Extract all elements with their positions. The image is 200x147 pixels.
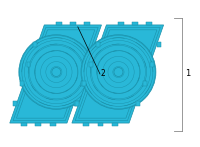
Polygon shape	[143, 81, 147, 86]
Polygon shape	[146, 22, 152, 25]
Circle shape	[81, 35, 156, 109]
Polygon shape	[74, 101, 78, 106]
Polygon shape	[82, 81, 86, 86]
Polygon shape	[21, 123, 27, 126]
Circle shape	[52, 68, 61, 76]
Polygon shape	[50, 123, 56, 126]
Polygon shape	[157, 42, 161, 47]
Polygon shape	[132, 22, 138, 25]
Polygon shape	[88, 62, 92, 67]
Polygon shape	[96, 42, 100, 47]
Polygon shape	[20, 81, 24, 86]
Polygon shape	[13, 101, 17, 106]
Polygon shape	[72, 25, 164, 123]
Polygon shape	[98, 123, 103, 126]
Circle shape	[19, 35, 94, 109]
Text: 1: 1	[185, 70, 190, 78]
Polygon shape	[83, 123, 89, 126]
Polygon shape	[89, 62, 93, 67]
Polygon shape	[75, 101, 79, 106]
Polygon shape	[27, 62, 30, 67]
Polygon shape	[56, 22, 62, 25]
Polygon shape	[84, 22, 90, 25]
Polygon shape	[150, 62, 154, 67]
Polygon shape	[118, 22, 124, 25]
Polygon shape	[33, 42, 37, 47]
Polygon shape	[136, 101, 140, 106]
Polygon shape	[81, 81, 85, 86]
Polygon shape	[70, 22, 76, 25]
Text: 2: 2	[101, 70, 106, 78]
Polygon shape	[95, 42, 99, 47]
Polygon shape	[10, 25, 101, 123]
Circle shape	[114, 68, 123, 76]
Polygon shape	[112, 123, 118, 126]
Polygon shape	[35, 123, 41, 126]
